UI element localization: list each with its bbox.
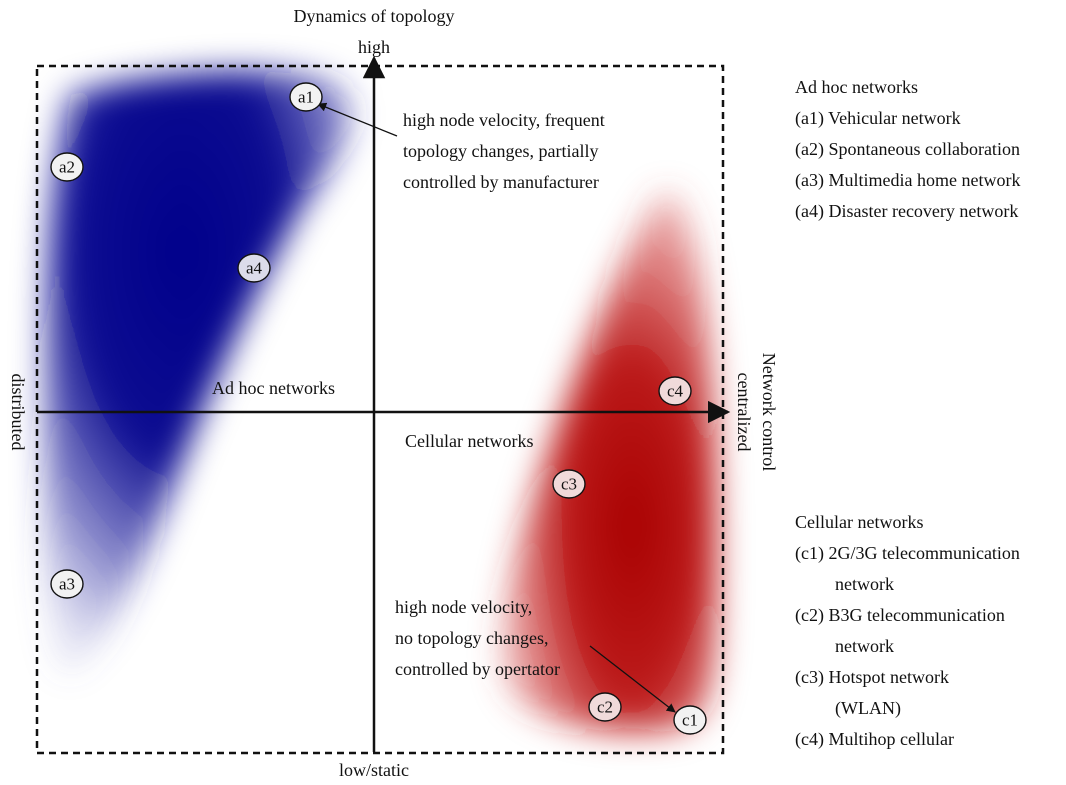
adhoc-legend-item-a4: (a4) Disaster recovery network <box>795 201 1019 221</box>
x-axis-title: Network control <box>759 353 779 471</box>
adhoc-legend-item-a1: (a1) Vehicular network <box>795 108 961 128</box>
y-axis-high-label: high <box>358 37 390 57</box>
bottom-annotation-line-2: no topology changes, <box>395 628 548 648</box>
x-axis-right-label: centralized <box>734 373 754 452</box>
cellular-legend-item-c4: (c4) Multihop cellular <box>795 729 954 749</box>
node-a4: a4 <box>237 253 271 283</box>
node-c4: c4 <box>658 376 692 406</box>
adhoc-region <box>44 71 351 673</box>
cellular-legend-item-c2-cont: network <box>835 636 894 656</box>
cellular-legend-item-c1: (c1) 2G/3G telecommunication <box>795 543 1020 563</box>
node-a3: a3 <box>50 569 84 599</box>
cellular-legend-item-c3: (c3) Hotspot network <box>795 667 949 687</box>
cellular-legend-item-c2: (c2) B3G telecommunication <box>795 605 1005 625</box>
node-c3-label: c3 <box>561 475 577 494</box>
top-annotation-arrow <box>317 102 398 137</box>
node-a3-label: a3 <box>59 575 75 594</box>
node-a1-label: a1 <box>298 88 314 107</box>
y-axis-title: Dynamics of topology <box>294 6 455 26</box>
cellular-legend-item-c1-cont: network <box>835 574 894 594</box>
bottom-annotation-line-1: high node velocity, <box>395 597 532 617</box>
node-c4-label: c4 <box>667 382 684 401</box>
node-c2: c2 <box>588 692 622 722</box>
node-a4-label: a4 <box>246 259 263 278</box>
node-c3: c3 <box>552 469 586 499</box>
node-a2-label: a2 <box>59 158 75 177</box>
adhoc-region-label: Ad hoc networks <box>212 378 335 398</box>
x-axis-left-label: distributed <box>8 374 28 451</box>
cellular-region <box>501 191 718 733</box>
node-c1: c1 <box>673 705 707 735</box>
top-annotation-line-2: topology changes, partially <box>403 141 598 161</box>
top-annotation-line-1: high node velocity, frequent <box>403 110 605 130</box>
adhoc-legend-item-a2: (a2) Spontaneous collaboration <box>795 139 1020 159</box>
cellular-legend: Cellular networks (c1) 2G/3G telecommuni… <box>795 507 1020 755</box>
cellular-legend-title: Cellular networks <box>795 512 924 532</box>
node-a2: a2 <box>50 152 84 182</box>
node-c2-label: c2 <box>597 698 613 717</box>
cellular-region-label: Cellular networks <box>405 431 533 451</box>
adhoc-legend: Ad hoc networks (a1) Vehicular network (… <box>795 72 1020 227</box>
top-annotation-line-3: controlled by manufacturer <box>403 172 599 192</box>
bottom-annotation-line-3: controlled by opertator <box>395 659 560 679</box>
adhoc-legend-title: Ad hoc networks <box>795 77 918 97</box>
node-a1: a1 <box>289 82 323 112</box>
bottom-annotation-arrow <box>589 645 676 713</box>
node-c1-label: c1 <box>682 711 698 730</box>
y-axis-low-label: low/static <box>339 760 409 780</box>
cellular-legend-item-c3-cont: (WLAN) <box>835 698 901 718</box>
adhoc-legend-item-a3: (a3) Multimedia home network <box>795 170 1021 190</box>
